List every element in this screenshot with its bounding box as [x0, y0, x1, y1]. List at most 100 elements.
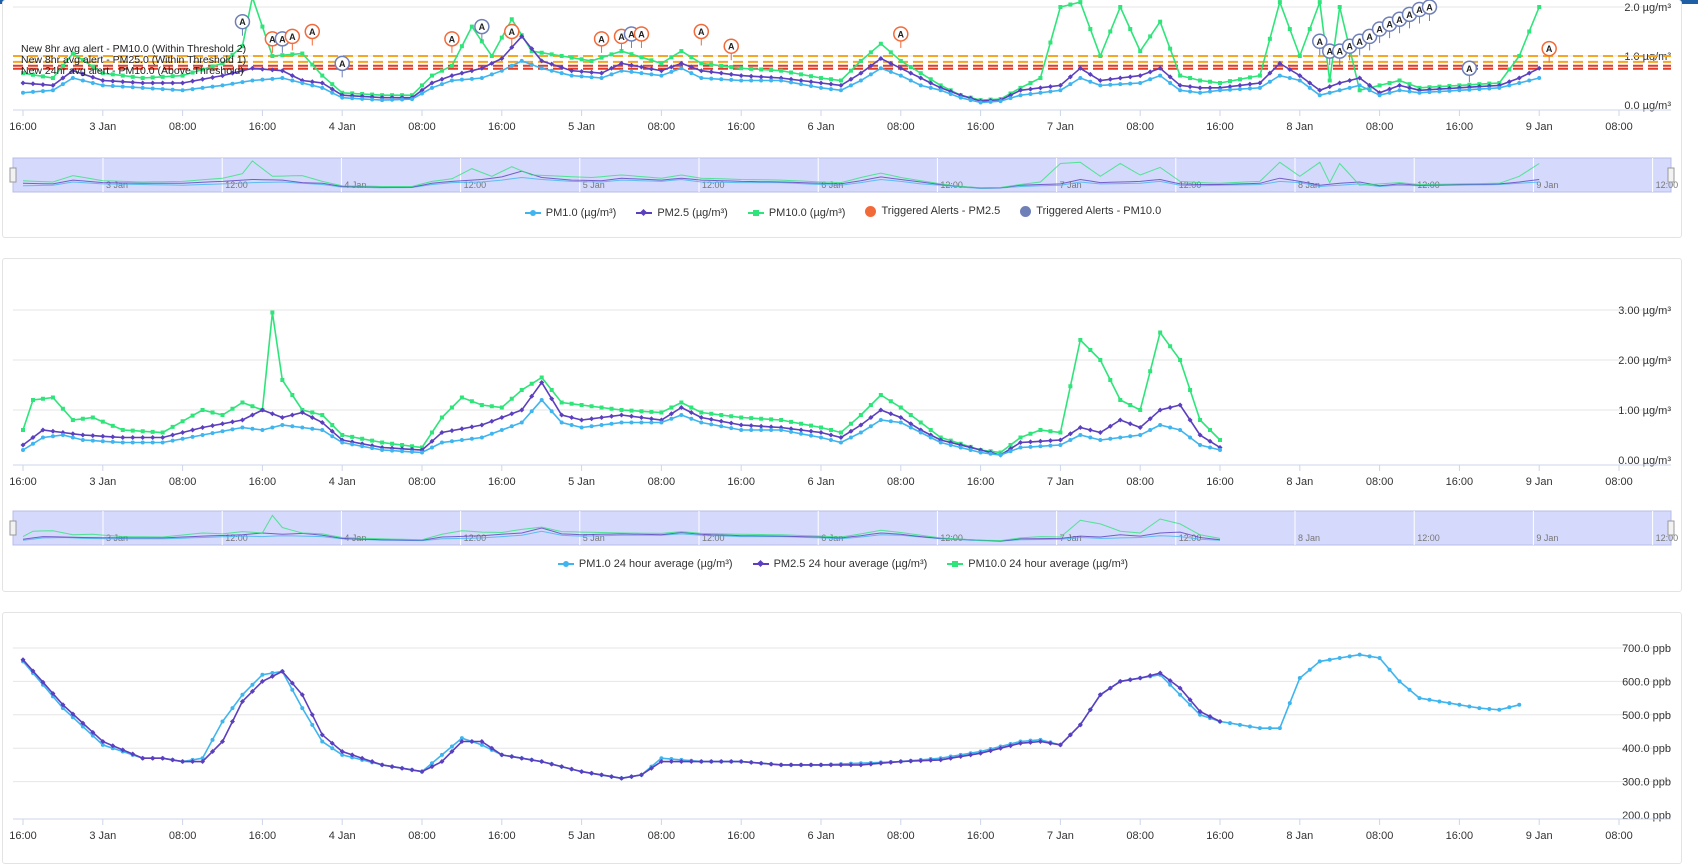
data-point[interactable] [1257, 73, 1262, 78]
data-point[interactable] [409, 767, 415, 773]
data-point[interactable] [758, 74, 764, 80]
data-point[interactable] [1277, 726, 1282, 731]
data-point[interactable] [678, 405, 684, 410]
data-point[interactable] [988, 99, 993, 104]
data-point[interactable] [759, 67, 764, 72]
data-point[interactable] [549, 409, 554, 414]
data-point[interactable] [1208, 428, 1213, 432]
data-point[interactable] [429, 73, 434, 78]
data-point[interactable] [549, 61, 555, 67]
data-point[interactable] [489, 60, 495, 66]
data-point[interactable] [569, 68, 575, 74]
data-point[interactable] [1198, 90, 1203, 95]
data-point[interactable] [509, 396, 514, 401]
data-point[interactable] [1467, 87, 1472, 92]
data-point[interactable] [769, 428, 774, 432]
data-point[interactable] [709, 62, 714, 67]
data-point[interactable] [190, 87, 195, 92]
data-point[interactable] [1137, 425, 1143, 430]
data-point[interactable] [1078, 338, 1083, 342]
data-point[interactable] [469, 739, 475, 745]
data-point[interactable] [429, 80, 435, 86]
data-point[interactable] [499, 405, 504, 410]
data-point[interactable] [320, 73, 325, 78]
data-point[interactable] [160, 430, 165, 435]
data-point[interactable] [1108, 29, 1113, 34]
data-point[interactable] [1507, 67, 1512, 72]
data-point[interactable] [1088, 435, 1093, 440]
data-point[interactable] [150, 75, 155, 80]
data-point[interactable] [1098, 358, 1103, 362]
alert-flag-icon[interactable] [693, 23, 710, 40]
data-point[interactable] [1177, 685, 1183, 691]
data-point[interactable] [459, 77, 464, 82]
data-point[interactable] [628, 774, 634, 780]
data-point[interactable] [549, 52, 554, 57]
data-point[interactable] [420, 91, 424, 96]
data-point[interactable] [858, 70, 864, 76]
data-point[interactable] [1037, 739, 1043, 745]
data-point[interactable] [978, 450, 983, 455]
data-point[interactable] [649, 58, 654, 63]
data-point[interactable] [1077, 65, 1083, 71]
data-point[interactable] [330, 434, 335, 439]
data-point[interactable] [359, 755, 365, 761]
data-point[interactable] [40, 679, 46, 685]
data-point[interactable] [30, 435, 36, 440]
data-point[interactable] [1506, 79, 1512, 85]
data-point[interactable] [908, 78, 913, 83]
data-point[interactable] [1217, 718, 1223, 724]
data-point[interactable] [240, 692, 245, 697]
data-point[interactable] [689, 416, 694, 421]
data-point[interactable] [160, 435, 166, 440]
data-point[interactable] [539, 380, 545, 385]
data-point[interactable] [20, 442, 26, 448]
data-point[interactable] [678, 759, 684, 765]
data-point[interactable] [659, 410, 664, 415]
data-point[interactable] [729, 426, 734, 431]
data-point[interactable] [1337, 88, 1342, 93]
data-point[interactable] [529, 381, 534, 386]
data-point[interactable] [489, 745, 495, 751]
data-point[interactable] [240, 44, 245, 49]
data-point[interactable] [350, 442, 355, 447]
data-point[interactable] [250, 78, 255, 83]
data-point[interactable] [609, 72, 614, 77]
data-point[interactable] [519, 58, 524, 63]
data-point[interactable] [269, 67, 275, 73]
data-point[interactable] [619, 60, 624, 66]
data-point[interactable] [499, 428, 504, 432]
data-point[interactable] [1158, 330, 1163, 335]
data-point[interactable] [210, 749, 216, 755]
data-point[interactable] [499, 752, 505, 758]
data-point[interactable] [1207, 438, 1213, 444]
data-point[interactable] [1227, 79, 1232, 84]
data-point[interactable] [210, 410, 215, 415]
data-point[interactable] [390, 441, 395, 446]
data-point[interactable] [379, 762, 385, 768]
data-point[interactable] [1188, 76, 1193, 81]
data-point[interactable] [1127, 677, 1133, 683]
data-point[interactable] [1138, 433, 1143, 437]
data-point[interactable] [50, 82, 56, 88]
data-point[interactable] [30, 668, 36, 674]
data-point[interactable] [160, 80, 166, 86]
data-point[interactable] [459, 44, 464, 49]
data-point[interactable] [1118, 435, 1123, 440]
data-point[interactable] [978, 750, 984, 756]
data-point[interactable] [330, 82, 335, 87]
data-point[interactable] [1048, 443, 1053, 448]
data-point[interactable] [599, 405, 604, 410]
data-point[interactable] [748, 423, 754, 429]
data-point[interactable] [988, 748, 994, 754]
data-point[interactable] [809, 74, 814, 79]
data-point[interactable] [998, 453, 1003, 457]
data-point[interactable] [300, 80, 305, 85]
data-point[interactable] [290, 393, 295, 397]
data-point[interactable] [569, 55, 574, 60]
legend-item[interactable]: PM10.0 (µg/m³) [747, 207, 845, 219]
data-point[interactable] [220, 719, 225, 724]
data-point[interactable] [1087, 707, 1093, 713]
data-point[interactable] [549, 396, 555, 402]
data-point[interactable] [1057, 742, 1063, 748]
